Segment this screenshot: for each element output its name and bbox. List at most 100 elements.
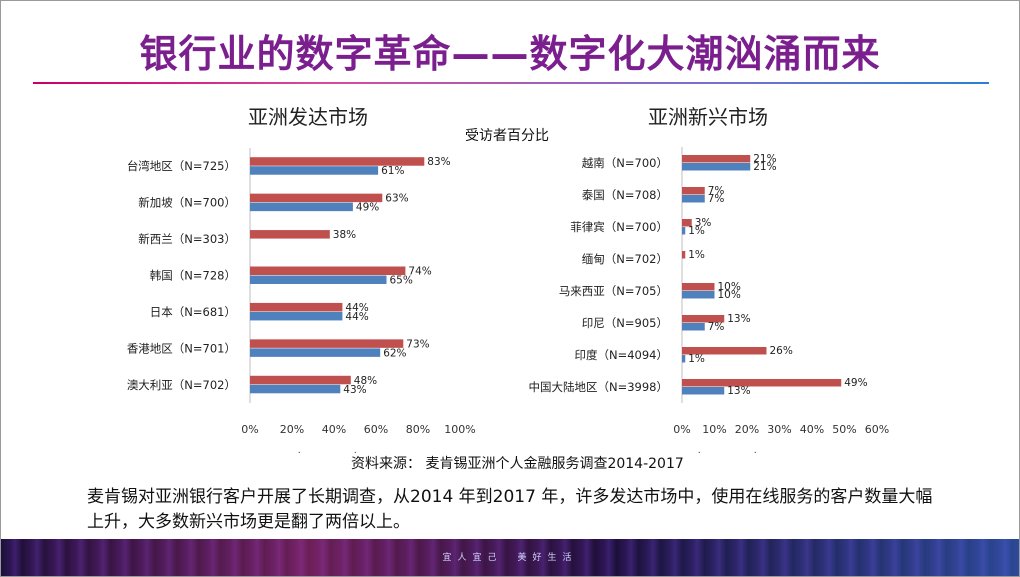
data-label: 7% (708, 185, 725, 197)
category-label: 韩国（N=728） (150, 269, 236, 283)
bar-2017 (250, 157, 425, 166)
data-label: 3% (695, 217, 712, 229)
data-label: 61% (381, 165, 404, 177)
x-tick-label: 0% (673, 423, 690, 436)
bar-2017 (682, 219, 692, 227)
x-tick-label: 60% (364, 423, 388, 436)
title-divider (33, 82, 989, 84)
data-label: 44% (345, 302, 368, 314)
data-label: 13% (727, 385, 750, 397)
bar-2017 (682, 155, 751, 163)
bar-2014 (682, 227, 686, 235)
bar-2014 (250, 384, 341, 394)
bar-2014 (250, 275, 387, 284)
data-label: 1% (688, 353, 705, 365)
x-tick-label: 60% (865, 423, 889, 436)
x-tick-label: 40% (322, 423, 346, 436)
bar-2014 (682, 291, 715, 299)
chart-emerging-markets: 越南（N=700） 21%21%泰国（N=708） 7%7%菲律宾（N=700） 3%… (528, 147, 889, 453)
data-label: 13% (727, 313, 750, 325)
data-label: 48% (354, 375, 377, 387)
category-label: 印度（N=4094） (574, 348, 668, 362)
category-label: 菲律宾（N=700） (570, 220, 668, 234)
category-label: 台湾地区（N=725） (127, 159, 236, 173)
bar-2014 (682, 323, 705, 331)
category-label: 中国大陆地区（N=3998） (528, 380, 668, 394)
bar-2014 (682, 387, 725, 395)
slide-title: 银行业的数字革命——数字化大潮汹涌而来 (139, 32, 881, 76)
bar-2014 (250, 348, 381, 357)
category-label: 泰国（N=708） (582, 188, 668, 202)
chart-subtitle: 受访者百分比 (465, 128, 549, 144)
summary-text: 麦肯锡对亚洲银行客户开展了长期调查，从2014 年到2017 年，许多发达市场中… (87, 487, 933, 532)
bar-2017 (682, 379, 842, 387)
bar-2014 (250, 166, 379, 175)
source-note: 资料来源： 麦肯锡亚洲个人金融服务调查2014-2017 (351, 456, 684, 472)
chart-title-developed: 亚洲发达市场 (248, 105, 368, 129)
data-label: 83% (427, 156, 450, 168)
bar-2017 (250, 266, 406, 275)
chart-developed-markets: 台湾地区（N=725） 83% 61% 新加坡（N=700） 63% 49% 新西兰（N=3… (127, 148, 476, 453)
category-label: 越南（N=700） (582, 156, 668, 170)
bar-2014 (682, 163, 751, 171)
x-tick-label: 50% (832, 423, 856, 436)
bar-2017 (682, 187, 705, 195)
bar-2017 (250, 339, 404, 348)
x-tick-label: 80% (406, 423, 430, 436)
x-tick-label: 10% (702, 423, 726, 436)
data-label: 43% (343, 384, 366, 396)
data-label: 7% (708, 193, 725, 205)
bar-2017 (682, 347, 767, 355)
category-label: 香港地区（N=701） (127, 341, 236, 355)
bar-2014 (250, 202, 353, 212)
data-label: 44% (345, 311, 368, 323)
data-label: 7% (708, 321, 725, 333)
category-label: 印尼（N=905） (582, 316, 668, 330)
data-label: 1% (688, 249, 705, 261)
category-label: 马来西亚（N=705） (559, 284, 668, 298)
data-label: 63% (385, 193, 408, 205)
data-label: 74% (408, 266, 431, 278)
data-label: 1% (688, 225, 705, 237)
bar-2014 (250, 311, 343, 321)
x-tick-label: 30% (767, 423, 791, 436)
bar-2017 (250, 302, 343, 312)
x-tick-label: 0% (241, 423, 258, 436)
data-label: 26% (770, 345, 793, 357)
x-tick-label: 100% (444, 423, 475, 436)
bar-2017 (250, 193, 383, 203)
footer-banner (1, 539, 1019, 576)
footer-slogan: 宜人宜己 美好生活 (442, 553, 578, 563)
data-label: 21% (753, 161, 776, 173)
data-label: 21% (753, 153, 776, 165)
bar-2014 (682, 195, 705, 203)
data-label: 62% (383, 347, 406, 359)
data-label: 65% (390, 275, 413, 287)
bar-2017 (682, 315, 725, 323)
data-label: 10% (718, 289, 741, 301)
x-tick-label: 20% (735, 423, 759, 436)
chart-title-emerging: 亚洲新兴市场 (648, 105, 768, 129)
x-tick-label: 20% (280, 423, 304, 436)
bar-2017 (250, 375, 351, 385)
data-label: 49% (356, 202, 379, 214)
category-label: 澳大利亚（N=702） (127, 378, 236, 392)
data-label: 38% (333, 229, 356, 241)
category-label: 新加坡（N=700） (138, 196, 236, 210)
category-label: 缅甸（N=702） (582, 252, 668, 266)
category-label: 日本（N=681） (150, 305, 236, 319)
category-label: 新西兰（N=303） (138, 232, 236, 246)
data-label: 10% (718, 281, 741, 293)
bar-2017 (682, 283, 715, 291)
data-label: 49% (844, 377, 867, 389)
bar-2017 (682, 251, 686, 259)
bar-2017 (250, 230, 330, 239)
x-tick-label: 40% (800, 423, 824, 436)
bar-2014 (682, 355, 686, 363)
data-label: 73% (406, 338, 429, 350)
